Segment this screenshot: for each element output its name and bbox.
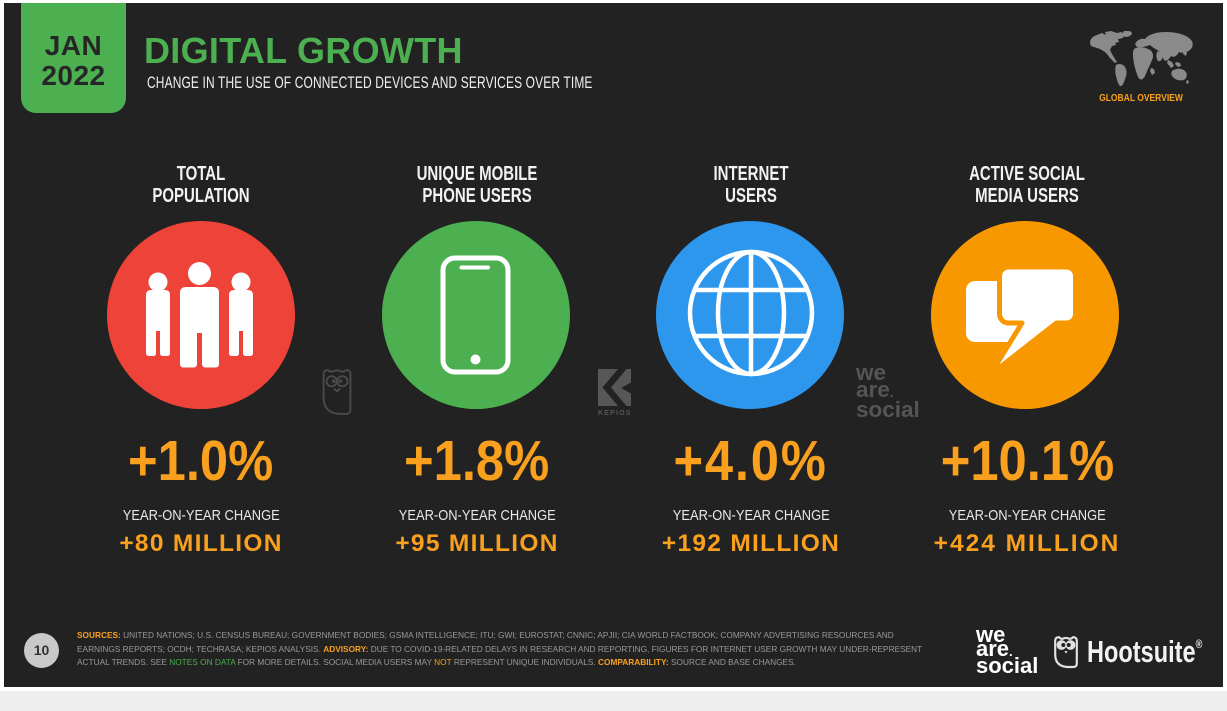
svg-text:KEPIOS: KEPIOS [598,410,632,417]
